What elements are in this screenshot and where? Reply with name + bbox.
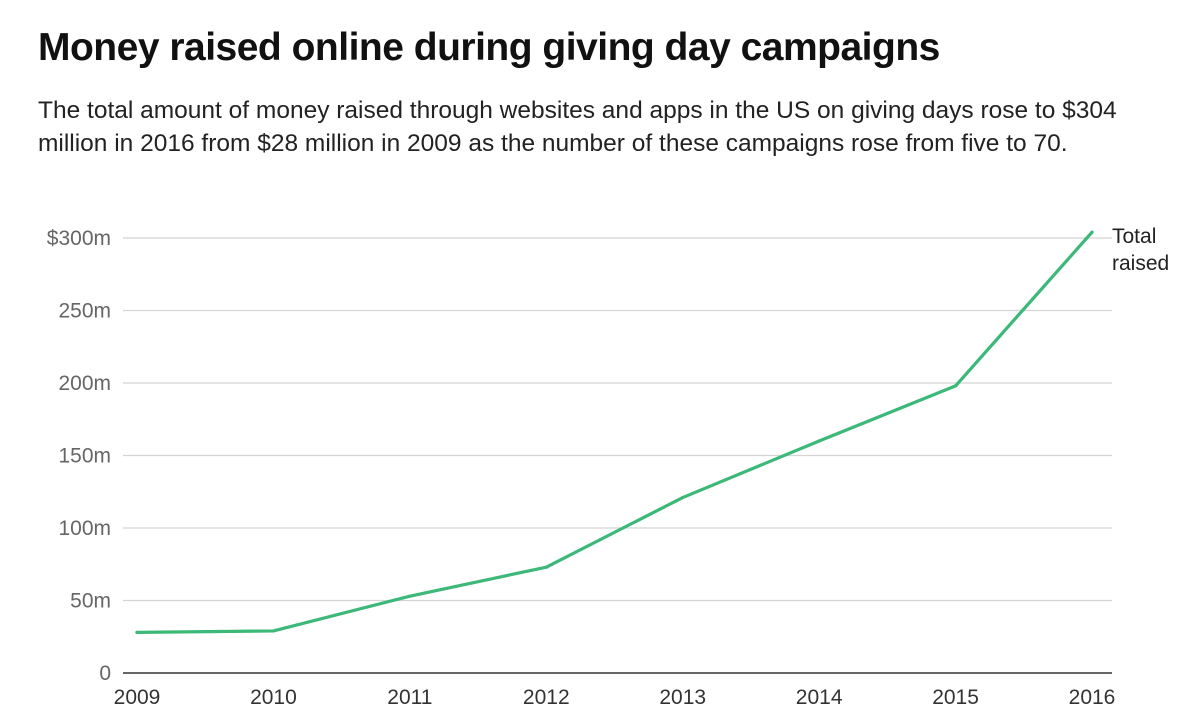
series-layer: Total raised — [135, 225, 1169, 635]
y-axis: 0 50m 100m 150m 200m 250m $300m — [47, 227, 111, 685]
x-tick-label: 2010 — [250, 686, 297, 709]
data-point — [544, 565, 548, 569]
y-tick-label: 150m — [58, 445, 111, 468]
series-label: Total raised — [1112, 225, 1169, 275]
x-tick-label: 2009 — [114, 686, 161, 709]
chart-subtitle: The total amount of money raised through… — [38, 97, 1117, 157]
y-tick-label: $300m — [47, 227, 111, 250]
x-tick-label: 2011 — [387, 686, 432, 709]
y-tick-label: 50m — [70, 590, 111, 613]
data-point — [953, 384, 958, 388]
x-axis: 2009 2010 2011 2012 2013 2014 2015 2016 — [114, 686, 1116, 709]
x-tick-label: 2012 — [523, 686, 570, 709]
data-point — [135, 630, 139, 635]
data-point — [817, 439, 821, 443]
y-tick-label: 250m — [58, 300, 111, 323]
x-tick-label: 2016 — [1069, 686, 1116, 709]
y-tick-label: 0 — [99, 662, 111, 685]
data-point — [681, 495, 685, 500]
y-tick-label: 100m — [58, 517, 111, 540]
gridlines — [123, 237, 1112, 674]
x-tick-label: 2015 — [932, 686, 979, 709]
x-tick-label: 2014 — [796, 686, 843, 709]
data-point — [408, 594, 412, 598]
data-point — [271, 629, 276, 633]
x-tick-label: 2013 — [659, 686, 706, 709]
chart-title: Money raised online during giving day ca… — [38, 26, 940, 69]
data-point — [1090, 230, 1094, 234]
y-tick-label: 200m — [58, 372, 111, 395]
series-line — [135, 230, 1094, 635]
